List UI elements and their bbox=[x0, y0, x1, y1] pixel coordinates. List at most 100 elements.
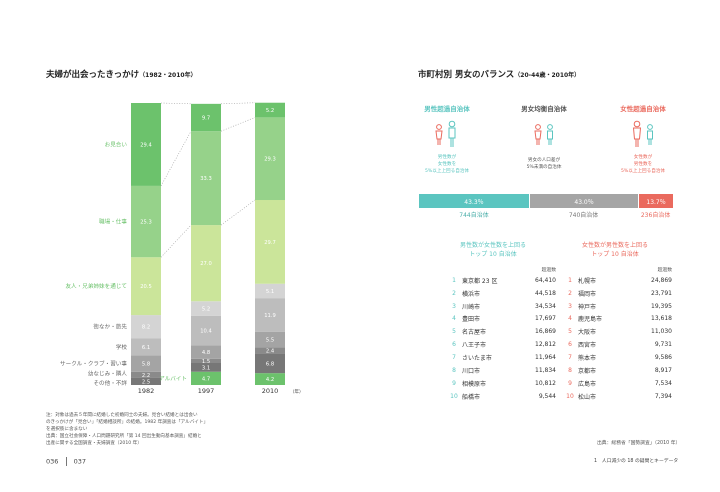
bar-segment bbox=[191, 131, 221, 226]
rank-number: 3 bbox=[452, 302, 456, 310]
female-top-heading: 女性数が男性数を上回る トップ 10 自治体 bbox=[560, 241, 670, 259]
table-row: 8 京都市 8,917 bbox=[562, 364, 672, 377]
city-name: 福岡市 bbox=[578, 290, 597, 298]
excess-value: 17,697 bbox=[535, 315, 556, 323]
category-balanced-desc: 男女の人口差が 5%未満の自治体 bbox=[504, 157, 584, 171]
bar-segment bbox=[131, 338, 161, 356]
bar-value-label: 2.5 bbox=[142, 379, 150, 385]
balance-percent-label: 13.7％ bbox=[646, 199, 666, 206]
bar-value-label: 5.1 bbox=[266, 289, 274, 295]
rank-number: 10 bbox=[566, 392, 574, 400]
series-label: お見合い bbox=[105, 140, 128, 148]
bar-segment bbox=[255, 298, 285, 332]
folio: 036 037 bbox=[46, 457, 86, 466]
table-row: 1 札幌市 24,869 bbox=[562, 274, 672, 287]
rank-number: 10 bbox=[450, 392, 458, 400]
excess-value: 16,869 bbox=[535, 328, 556, 336]
connector-line bbox=[160, 224, 192, 258]
city-name: 八王子市 bbox=[462, 342, 487, 350]
rank-number: 5 bbox=[568, 328, 572, 336]
bar-value-label: 1.5 bbox=[202, 359, 210, 365]
bar-segment bbox=[191, 371, 221, 385]
table-row: 1 東京都 23 区 64,410 bbox=[446, 274, 556, 287]
bar-segment bbox=[255, 200, 285, 284]
balance-percent-label: 43.3％ bbox=[464, 199, 484, 206]
rank-number: 7 bbox=[568, 353, 572, 361]
bar-segment bbox=[191, 225, 221, 302]
table-row: 9 広島市 7,534 bbox=[562, 377, 672, 390]
unit-label: 超過数 bbox=[657, 268, 672, 273]
rank-number: 6 bbox=[568, 341, 572, 349]
city-name: 横浜市 bbox=[462, 290, 481, 298]
bar-value-label: 8.2 bbox=[142, 325, 150, 331]
desc-line: 5%未満の自治体 bbox=[526, 165, 562, 170]
bar-segment bbox=[191, 315, 221, 346]
bar-segment bbox=[131, 355, 161, 372]
bar-segment bbox=[255, 373, 285, 385]
connector-line bbox=[220, 199, 256, 226]
left-notes: 注：対象は過去５年間に結婚した初婚同士の夫婦。見合い結婚とは出会い のきっかけが… bbox=[46, 412, 296, 447]
right-chart-title-sub: （20-44歳・2010年） bbox=[514, 72, 581, 79]
right-chart-title: 市町村別 男女のバランス（20-44歳・2010年） bbox=[418, 70, 581, 80]
desc-line: 男性数を bbox=[633, 162, 653, 167]
category-balanced-title: 男女均衡自治体 bbox=[521, 105, 567, 113]
bar-value-label: 10.4 bbox=[200, 329, 212, 335]
bar-value-label: 29.4 bbox=[140, 142, 152, 148]
bar-value-label: 5.8 bbox=[142, 362, 150, 368]
bar-value-label: 20.5 bbox=[140, 284, 152, 290]
excess-value: 12,812 bbox=[535, 341, 556, 349]
left-chart-title: 夫婦が出会ったきっかけ（1982・2010年） bbox=[46, 70, 197, 80]
category-male-title: 男性超過自治体 bbox=[424, 105, 470, 113]
excess-value: 9,586 bbox=[654, 353, 672, 361]
balance-bar: 43.3％ 43.0％ 13.7％ bbox=[419, 194, 673, 208]
male-top-table: 超過数 1 東京都 23 区 64,410 2 横浜市 44,518 3 川崎市 34,534 4… bbox=[446, 265, 556, 402]
table-row: 10 松山市 7,394 bbox=[562, 390, 672, 403]
heading-line: トップ 10 自治体 bbox=[469, 251, 517, 258]
rank-number: 5 bbox=[452, 328, 456, 336]
female-over-people-icon bbox=[632, 120, 653, 147]
x-unit-label: （年） bbox=[290, 388, 304, 395]
note-line: 出典：国立社会保障・人口問題研究所「第 14 回出生動向基本調査」結婚と bbox=[46, 434, 202, 439]
rank-number: 9 bbox=[568, 379, 572, 387]
desc-line: 男女の人口差が bbox=[527, 158, 561, 163]
city-name: 松山市 bbox=[578, 393, 597, 401]
rank-number: 8 bbox=[568, 366, 572, 374]
male-top-heading: 男性数が女性数を上回る トップ 10 自治体 bbox=[438, 241, 548, 259]
bar-segment bbox=[255, 102, 285, 118]
category-male-desc: 男性数が 女性数を 5%以上上回る自治体 bbox=[407, 154, 487, 175]
heading-line: 男性数が女性数を上回る bbox=[459, 242, 526, 249]
table-row: 2 横浜市 44,518 bbox=[446, 287, 556, 300]
excess-value: 9,544 bbox=[538, 392, 556, 400]
rank-number: 3 bbox=[568, 302, 572, 310]
series-label: その他・不詳 bbox=[93, 379, 127, 387]
excess-value: 44,518 bbox=[535, 289, 556, 297]
rank-number: 4 bbox=[452, 315, 456, 323]
stacked-bar-chart: 2.52.2 5.8 6.1 8.2 20.5 25.3 29.4 1982 4.7 3.11.5… bbox=[60, 102, 304, 395]
table-row: 2 福岡市 23,791 bbox=[562, 287, 672, 300]
page-number-right: 037 bbox=[73, 457, 86, 466]
table-row: 3 川崎市 34,534 bbox=[446, 300, 556, 313]
note-line: のきっかけが「見合い」「結婚相談所」の結婚。1982 年調査は「アルバイト」 bbox=[46, 420, 209, 425]
excess-value: 7,534 bbox=[654, 379, 672, 387]
running-head: 1 人口減少の 18 の疑問とキーデータ bbox=[594, 459, 679, 464]
bar-value-label: 2.2 bbox=[142, 373, 150, 379]
bar-value-label: 5.2 bbox=[202, 307, 210, 313]
bar-value-label: 27.0 bbox=[200, 261, 212, 267]
table-row: 4 豊田市 17,697 bbox=[446, 313, 556, 326]
city-name: 広島市 bbox=[578, 380, 597, 388]
table-row: 4 鹿児島市 13,618 bbox=[562, 313, 672, 326]
rank-number: 1 bbox=[452, 276, 456, 284]
rank-number: 2 bbox=[452, 289, 456, 297]
city-name: 熊本市 bbox=[578, 354, 597, 362]
series-label: 学校 bbox=[116, 343, 128, 351]
x-tick-label: 1982 bbox=[138, 387, 155, 395]
city-name: 川崎市 bbox=[462, 303, 481, 311]
bar-value-label: 2.4 bbox=[266, 349, 275, 355]
excess-value: 8,917 bbox=[654, 366, 672, 374]
left-chart-title-sub: （1982・2010年） bbox=[139, 72, 197, 79]
note-line: 出産に関する全国調査・夫婦調査（2010 年） bbox=[46, 441, 142, 446]
connector-line bbox=[160, 102, 192, 105]
male-over-people-icon bbox=[435, 120, 456, 147]
connector-line bbox=[160, 131, 192, 187]
rank-number: 9 bbox=[452, 379, 456, 387]
